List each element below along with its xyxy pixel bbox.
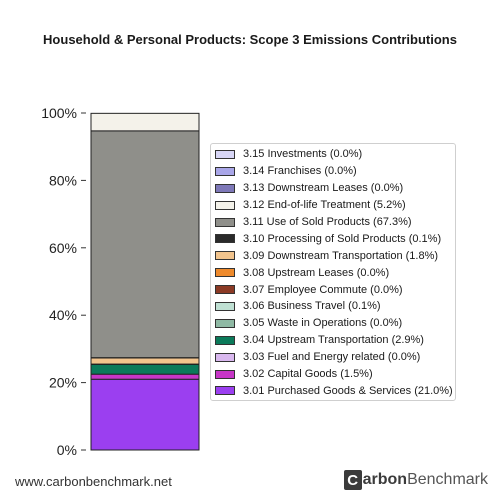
legend-label: 3.02 Capital Goods (1.5%) — [243, 368, 373, 381]
footer-url[interactable]: www.carbonbenchmark.net — [15, 474, 172, 489]
bar-segment-2 — [90, 373, 200, 380]
legend-label: 3.05 Waste in Operations (0.0%) — [243, 317, 403, 330]
legend-item: 3.07 Employee Commute (0.0%) — [215, 281, 455, 298]
legend-swatch — [215, 301, 235, 311]
legend-item: 3.02 Capital Goods (1.5%) — [215, 366, 455, 383]
legend-label: 3.14 Franchises (0.0%) — [243, 165, 357, 178]
y-tick-label: 40% — [49, 307, 77, 323]
legend-swatch — [215, 251, 235, 261]
legend-item: 3.09 Downstream Transportation (1.8%) — [215, 247, 455, 264]
brand-logo-benchmark: Benchmark — [407, 471, 488, 488]
legend-swatch — [215, 285, 235, 295]
legend-swatch — [215, 352, 235, 362]
legend-swatch — [215, 183, 235, 193]
legend-item: 3.01 Purchased Goods & Services (21.0%) — [215, 382, 455, 399]
legend-swatch — [215, 234, 235, 244]
legend-swatch — [215, 386, 235, 396]
bar-segment-1 — [90, 378, 200, 451]
legend-item: 3.13 Downstream Leases (0.0%) — [215, 180, 455, 197]
chart-legend: 3.15 Investments (0.0%) 3.14 Franchises (… — [210, 143, 456, 401]
y-tick-label: 100% — [41, 105, 77, 121]
legend-swatch — [215, 318, 235, 328]
legend-item: 3.15 Investments (0.0%) — [215, 146, 455, 163]
y-tick-label: 0% — [57, 442, 77, 458]
legend-label: 3.03 Fuel and Energy related (0.0%) — [243, 351, 421, 364]
brand-logo-carbon: arbon — [362, 471, 408, 488]
y-tick-label: 60% — [49, 240, 77, 256]
legend-item: 3.14 Franchises (0.0%) — [215, 163, 455, 180]
legend-label: 3.08 Upstream Leases (0.0%) — [243, 266, 390, 279]
legend-swatch — [215, 149, 235, 159]
legend-item: 3.04 Upstream Transportation (2.9%) — [215, 332, 455, 349]
brand-logo-mark: C — [343, 470, 362, 490]
legend-item: 3.11 Use of Sold Products (67.3%) — [215, 214, 455, 231]
legend-item: 3.12 End-of-life Treatment (5.2%) — [215, 197, 455, 214]
legend-label: 3.07 Employee Commute (0.0%) — [243, 283, 403, 296]
legend-label: 3.10 Processing of Sold Products (0.1%) — [243, 232, 442, 245]
bar-segment-12 — [90, 112, 200, 132]
legend-label: 3.09 Downstream Transportation (1.8%) — [243, 249, 439, 262]
legend-item: 3.10 Processing of Sold Products (0.1%) — [215, 230, 455, 247]
bar-segment-9 — [90, 357, 200, 365]
legend-item: 3.08 Upstream Leases (0.0%) — [215, 264, 455, 281]
legend-item: 3.06 Business Travel (0.1%) — [215, 298, 455, 315]
legend-label: 3.11 Use of Sold Products (67.3%) — [243, 216, 412, 228]
chart-title: Household & Personal Products: Scope 3 E… — [43, 32, 457, 47]
legend-label: 3.13 Downstream Leases (0.0%) — [243, 182, 404, 195]
legend-item: 3.05 Waste in Operations (0.0%) — [215, 315, 455, 332]
y-tick-label: 80% — [49, 172, 77, 188]
legend-swatch — [215, 335, 235, 345]
legend-item: 3.03 Fuel and Energy related (0.0%) — [215, 349, 455, 366]
bar-segment-4 — [90, 363, 200, 375]
legend-swatch — [215, 369, 235, 379]
legend-label: 3.06 Business Travel (0.1%) — [243, 300, 381, 313]
legend-swatch — [215, 217, 235, 227]
legend-swatch — [215, 200, 235, 210]
legend-label: 3.12 End-of-life Treatment (5.2%) — [243, 199, 406, 212]
y-tick-label: 20% — [49, 375, 77, 391]
bar-segment-11 — [90, 130, 200, 359]
legend-label: 3.15 Investments (0.0%) — [243, 148, 363, 161]
legend-label: 3.04 Upstream Transportation (2.9%) — [243, 334, 424, 347]
legend-swatch — [215, 268, 235, 278]
legend-swatch — [215, 166, 235, 176]
legend-label: 3.01 Purchased Goods & Services (21.0%) — [243, 384, 453, 397]
